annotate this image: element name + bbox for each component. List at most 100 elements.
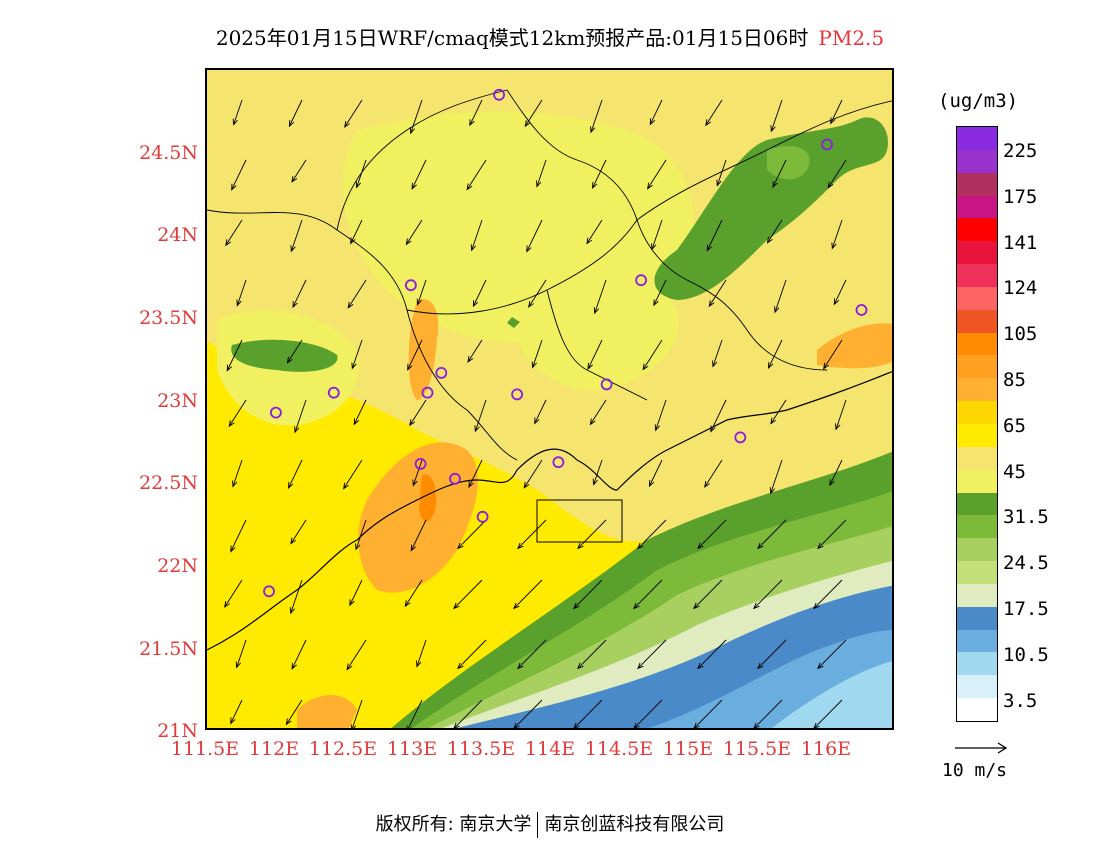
- wind-vector-head: [697, 542, 704, 550]
- wind-vector-head: [523, 481, 530, 489]
- lat-label: 21N: [157, 720, 198, 742]
- wind-vector: [770, 99, 783, 132]
- color-legend: [956, 126, 998, 722]
- wind-vector-head: [577, 662, 584, 670]
- wind-vector: [637, 519, 667, 549]
- wind-vector: [833, 279, 847, 305]
- wind-vector-head: [590, 126, 596, 134]
- wind-vector-head: [829, 479, 835, 487]
- map-zone-65-85-sw: [297, 695, 357, 728]
- wind-vector-head: [404, 600, 411, 608]
- wind-vector: [757, 519, 787, 549]
- wind-vector: [344, 99, 363, 128]
- wind-vector: [410, 99, 423, 134]
- wind-vector: [230, 699, 243, 724]
- wind-vector-head: [416, 660, 422, 668]
- wind-vector-head: [286, 356, 293, 364]
- lon-label: 115.5E: [722, 738, 792, 760]
- wind-vector: [693, 579, 723, 609]
- wind-vector: [716, 159, 727, 186]
- wind-vector-head: [409, 127, 416, 135]
- wind-vector: [830, 99, 843, 124]
- site-marker: [421, 386, 434, 399]
- wind-vector-head: [288, 481, 294, 489]
- wind-vector-head: [349, 599, 355, 607]
- wind-vector-head: [526, 245, 532, 253]
- map-zone-85-105: [419, 474, 437, 522]
- wind-vector: [474, 399, 487, 432]
- legend-swatch: [957, 378, 997, 402]
- wind-vector: [536, 159, 547, 187]
- wind-vector-head: [753, 722, 760, 728]
- site-marker: [476, 510, 489, 523]
- lat-label: 23.5N: [139, 307, 198, 329]
- wind-vector: [647, 159, 667, 189]
- wind-vector-head: [642, 363, 649, 371]
- wind-vector: [471, 219, 483, 251]
- wind-vector-head: [637, 662, 644, 670]
- wind-vector: [288, 459, 303, 489]
- wind-vector-head: [350, 237, 356, 245]
- wind-vector-head: [573, 722, 580, 728]
- site-marker: [435, 366, 448, 379]
- wind-vector: [290, 579, 303, 614]
- wind-vector: [708, 279, 727, 307]
- wind-vector: [356, 159, 367, 188]
- legend-label: 124: [1003, 277, 1038, 300]
- wind-vector: [353, 399, 367, 425]
- legend-label: 85: [1003, 369, 1026, 391]
- map-zone-65-85-n: [408, 299, 439, 400]
- lat-label: 23N: [157, 390, 198, 412]
- wind-vector-head: [716, 179, 722, 187]
- lat-label: 21.5N: [139, 638, 198, 660]
- wind-vector-head: [230, 545, 236, 553]
- footer-left: 版权所有: 南京大学: [375, 814, 532, 835]
- wind-vector-head: [291, 175, 298, 183]
- site-marker: [821, 138, 833, 151]
- legend-swatch: [957, 606, 997, 630]
- legend-label: 225: [1003, 140, 1038, 162]
- wind-vector-head: [592, 478, 598, 486]
- wind-vector: [817, 639, 847, 669]
- lon-label: 116E: [800, 738, 852, 760]
- footer-copyright: 版权所有: 南京大学 南京创蓝科技有限公司: [0, 810, 1100, 838]
- wind-vector-head: [757, 542, 764, 550]
- wind-vector-head: [517, 542, 524, 550]
- map-zone-24-31-w: [231, 339, 338, 372]
- wind-vector-head: [757, 662, 764, 670]
- legend-label: 24.5: [1003, 552, 1049, 575]
- wind-vector: [225, 219, 243, 246]
- wind-vector: [224, 579, 243, 608]
- wind-vector-head: [531, 361, 537, 369]
- wind-vector-head: [633, 602, 640, 610]
- wind-vector: [291, 639, 307, 670]
- wind-vector-head: [654, 424, 660, 432]
- wind-vector: [407, 339, 423, 370]
- wind-vector-head: [697, 662, 704, 670]
- lon-axis: 111.5E 112E 112.5E 113E 113.5E 114E 114.…: [0, 738, 1100, 764]
- wind-vector-head: [769, 487, 776, 495]
- wind-vector: [409, 399, 427, 426]
- wind-vector: [697, 639, 727, 669]
- legend-swatch: [957, 538, 997, 562]
- wind-vector-head: [457, 542, 464, 550]
- lon-label: 112E: [248, 738, 300, 760]
- wind-vector: [757, 639, 787, 669]
- wind-vector-head: [290, 537, 297, 545]
- lon-label: 113E: [386, 738, 438, 760]
- wind-vector-head: [409, 419, 416, 427]
- wind-vector-head: [813, 602, 820, 610]
- chart-title: 2025年01月15日WRF/cmaq模式12km预报产品:01月15日06时 P…: [0, 22, 1100, 51]
- wind-vector: [228, 399, 247, 427]
- wind-vector: [467, 339, 483, 363]
- map-zone-65-85-e: [817, 323, 892, 369]
- wind-vector-head: [405, 238, 412, 246]
- wind-vector: [653, 279, 667, 306]
- wind-vector: [349, 579, 363, 606]
- legend-label: 17.5: [1003, 598, 1049, 620]
- wind-vector-head: [355, 181, 361, 189]
- wind-vector-head: [290, 245, 296, 253]
- site-marker: [511, 388, 524, 401]
- wind-vector: [770, 459, 783, 494]
- wind-vector: [236, 279, 247, 306]
